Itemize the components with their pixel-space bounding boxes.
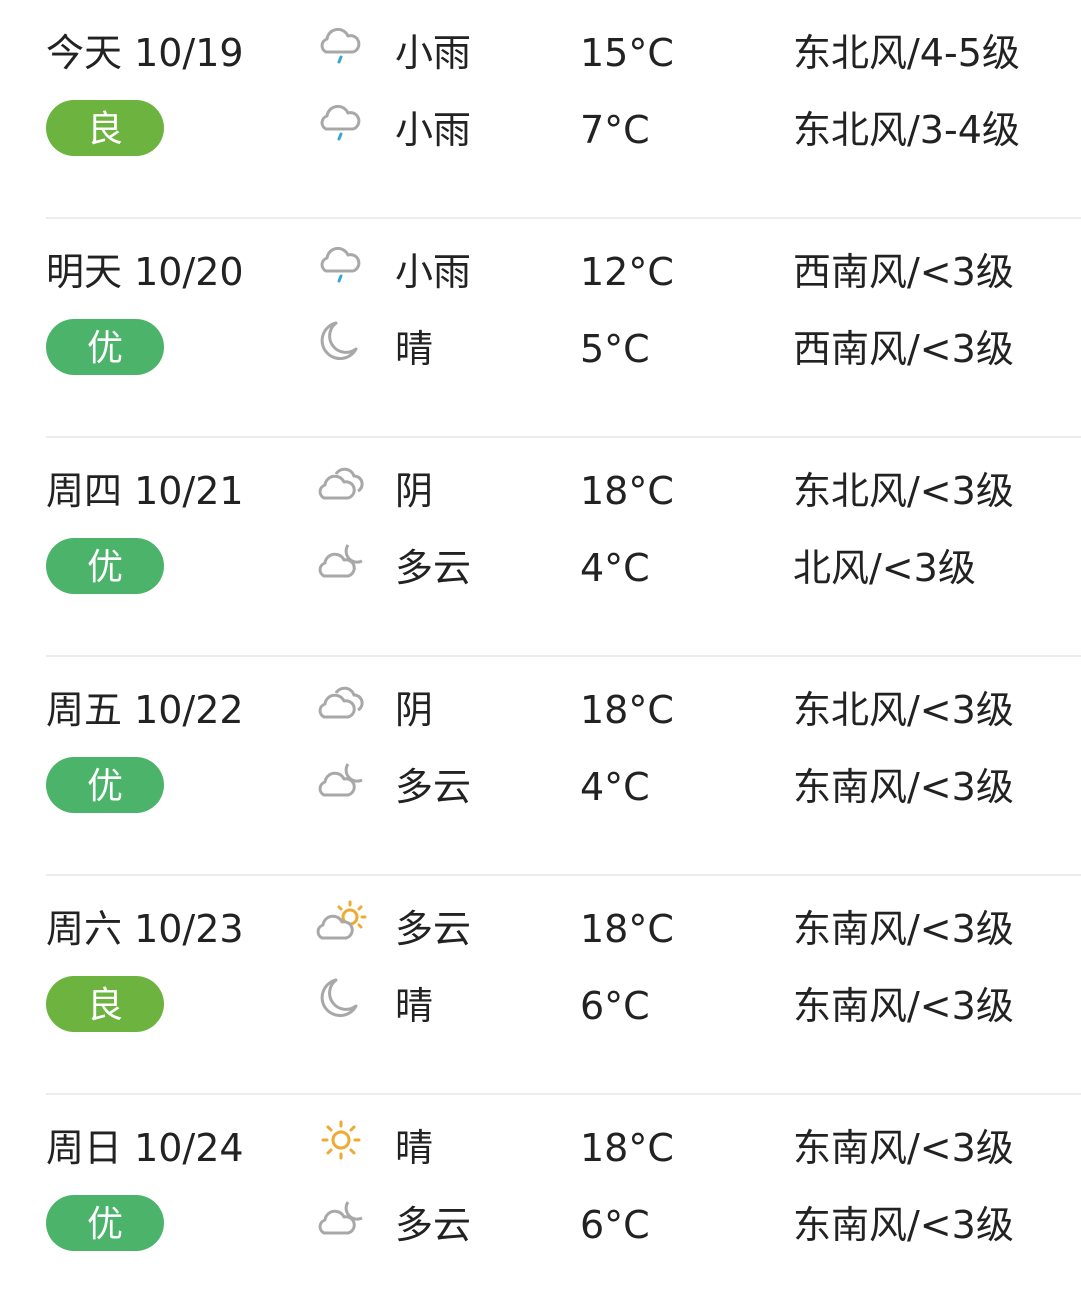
date-label: 今天 10/19 [46,31,244,75]
day-row: 周六 10/23 多云 18°C 东南风/<3级 [0,899,1081,959]
wind: 西南风/<3级 [793,327,1014,371]
condition: 多云 [395,765,472,809]
forecast-day[interactable]: 周六 10/23 多云 18°C 东南风/<3级 良 晴 6°C 东南风/<3级 [0,876,1081,1095]
wind: 东南风/<3级 [793,765,1014,809]
day-row: 周五 10/22 阴 18°C 东北风/<3级 [0,680,1081,740]
condition: 小雨 [395,108,472,152]
date-label: 明天 10/20 [46,250,244,294]
temperature: 18°C [580,907,674,951]
condition: 阴 [395,469,434,513]
forecast-day[interactable]: 明天 10/20 小雨 12°C 西南风/<3级 优 晴 5°C 西南风/<3级 [0,219,1081,438]
day-row: 周四 10/21 阴 18°C 东北风/<3级 [0,461,1081,521]
wind: 西南风/<3级 [793,250,1014,294]
forecast-day[interactable]: 周日 10/24 晴 18°C 东南风/<3级 优 多云 6°C 东南风/<3级 [0,1095,1081,1314]
wind: 东北风/<3级 [793,688,1014,732]
condition: 多云 [395,546,472,590]
wind: 东北风/<3级 [793,469,1014,513]
condition: 多云 [395,907,472,951]
day-row: 明天 10/20 小雨 12°C 西南风/<3级 [0,242,1081,302]
wind: 北风/<3级 [793,546,976,590]
moon-icon [314,976,368,1018]
night-row: 良 小雨 7°C 东北风/3-4级 [0,100,1081,160]
divider [46,655,1081,657]
divider [46,436,1081,438]
forecast-day[interactable]: 今天 10/19 小雨 15°C 东北风/4-5级 良 小雨 7°C 东北风/3… [0,0,1081,219]
day-row: 周日 10/24 晴 18°C 东南风/<3级 [0,1118,1081,1178]
aqi-badge: 优 [46,757,164,813]
night-row: 良 晴 6°C 东南风/<3级 [0,976,1081,1036]
condition: 晴 [395,327,434,371]
divider [46,217,1081,219]
aqi-badge: 优 [46,1195,164,1251]
temperature: 18°C [580,1126,674,1170]
date-label: 周六 10/23 [46,907,244,951]
condition: 小雨 [395,31,472,75]
wind: 东北风/3-4级 [793,108,1020,152]
condition: 小雨 [395,250,472,294]
wind: 东北风/4-5级 [793,31,1020,75]
aqi-badge: 良 [46,100,164,156]
moon-icon [314,319,368,361]
condition: 阴 [395,688,434,732]
aqi-badge: 优 [46,538,164,594]
temperature: 5°C [580,327,650,371]
condition: 晴 [395,1126,434,1170]
day-row: 今天 10/19 小雨 15°C 东北风/4-5级 [0,23,1081,83]
cloud-moon-icon [314,757,368,799]
condition: 晴 [395,984,434,1028]
aqi-badge: 优 [46,319,164,375]
temperature: 12°C [580,250,674,294]
night-row: 优 多云 4°C 北风/<3级 [0,538,1081,598]
date-label: 周五 10/22 [46,688,244,732]
night-row: 优 多云 6°C 东南风/<3级 [0,1195,1081,1255]
date-label: 周四 10/21 [46,469,244,513]
overcast-icon [314,461,368,503]
aqi-badge: 良 [46,976,164,1032]
overcast-icon [314,680,368,722]
temperature: 7°C [580,108,650,152]
night-row: 优 多云 4°C 东南风/<3级 [0,757,1081,817]
temperature: 18°C [580,688,674,732]
light-rain-icon [314,23,368,65]
sun-icon [314,1118,368,1160]
forecast-day[interactable]: 周四 10/21 阴 18°C 东北风/<3级 优 多云 4°C 北风/<3级 [0,438,1081,657]
forecast-day[interactable]: 周五 10/22 阴 18°C 东北风/<3级 优 多云 4°C 东南风/<3级 [0,657,1081,876]
temperature: 15°C [580,31,674,75]
night-row: 优 晴 5°C 西南风/<3级 [0,319,1081,379]
light-rain-icon [314,100,368,142]
divider [46,874,1081,876]
wind: 东南风/<3级 [793,984,1014,1028]
condition: 多云 [395,1203,472,1247]
cloud-moon-icon [314,1195,368,1237]
temperature: 4°C [580,546,650,590]
temperature: 6°C [580,1203,650,1247]
wind: 东南风/<3级 [793,1126,1014,1170]
light-rain-icon [314,242,368,284]
date-label: 周日 10/24 [46,1126,244,1170]
cloud-sun-icon [314,899,368,941]
temperature: 4°C [580,765,650,809]
temperature: 18°C [580,469,674,513]
divider [46,1093,1081,1095]
temperature: 6°C [580,984,650,1028]
wind: 东南风/<3级 [793,907,1014,951]
wind: 东南风/<3级 [793,1203,1014,1247]
cloud-moon-icon [314,538,368,580]
